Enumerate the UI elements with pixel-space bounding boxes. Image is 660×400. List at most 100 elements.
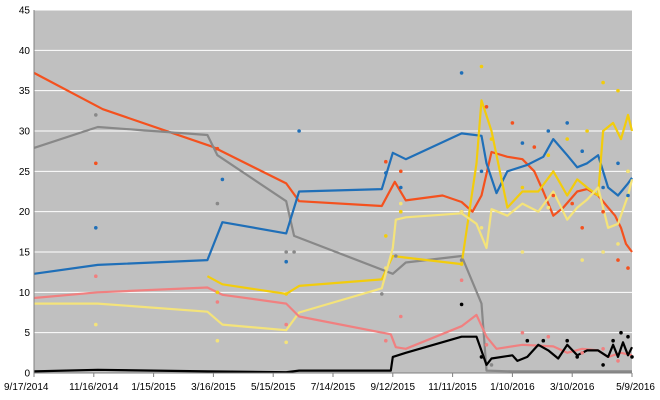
y-tick-label: 5 <box>24 328 30 339</box>
data-point <box>616 242 620 246</box>
data-point <box>284 259 289 264</box>
data-point <box>580 226 584 230</box>
data-point <box>580 351 584 355</box>
data-point <box>601 250 605 254</box>
x-tick-label: 9/12/2015 <box>371 382 416 393</box>
data-point <box>601 185 605 190</box>
data-point <box>384 234 388 238</box>
data-point <box>394 254 398 258</box>
data-point <box>479 226 484 230</box>
x-tick-label: 11/11/2015 <box>428 382 477 393</box>
data-point <box>616 359 620 363</box>
data-point <box>616 258 620 262</box>
data-point <box>630 355 634 359</box>
data-point <box>484 105 489 109</box>
data-point <box>459 302 464 307</box>
y-tick-label: 45 <box>19 6 31 17</box>
data-point <box>520 185 525 190</box>
data-point <box>585 129 589 133</box>
data-point <box>484 343 489 347</box>
data-point <box>384 266 388 270</box>
data-point <box>619 330 623 335</box>
data-point <box>489 363 494 367</box>
x-tick-label: 3/10/2016 <box>550 382 595 393</box>
data-point <box>94 113 98 117</box>
data-point <box>520 330 525 335</box>
data-point <box>546 153 551 157</box>
data-point <box>399 169 403 174</box>
data-point <box>284 250 289 254</box>
y-tick-label: 20 <box>19 207 31 218</box>
data-point <box>384 159 388 164</box>
data-point <box>626 193 630 198</box>
data-point <box>297 129 301 133</box>
data-point <box>94 322 98 327</box>
data-point <box>616 161 620 166</box>
y-tick-label: 0 <box>24 369 30 380</box>
data-point <box>215 146 220 151</box>
series-line-7 <box>33 335 633 374</box>
x-tick-label: 3/16/2015 <box>191 382 236 393</box>
data-point <box>532 145 537 149</box>
data-point <box>626 169 630 174</box>
data-point <box>94 226 98 230</box>
data-point <box>459 209 464 214</box>
x-tick-label: 5/9/2016 <box>616 382 655 393</box>
data-point <box>479 64 484 69</box>
data-point <box>399 185 403 190</box>
data-point <box>580 258 584 262</box>
data-point <box>626 266 630 270</box>
data-point <box>284 322 289 327</box>
x-tick-label: 9/17/2014 <box>4 382 49 393</box>
y-tick-label: 25 <box>19 167 31 178</box>
data-point <box>459 258 464 262</box>
data-point <box>399 201 403 206</box>
y-tick-label: 30 <box>19 127 31 138</box>
data-point <box>380 292 384 296</box>
data-point <box>601 209 605 214</box>
data-point <box>479 355 484 359</box>
data-point <box>611 338 615 343</box>
series-line-1 <box>33 71 633 253</box>
series-lines <box>33 71 634 374</box>
axes <box>33 10 633 377</box>
data-point <box>399 314 403 319</box>
x-tick-labels: 9/17/2014 11/16/2014 1/15/2015 3/16/2015 5/1… <box>4 382 655 393</box>
y-tick-label: 35 <box>19 86 31 97</box>
data-point <box>541 338 546 343</box>
data-point <box>489 137 494 141</box>
data-point <box>520 250 525 254</box>
data-point <box>565 121 569 125</box>
x-tick-label: 1/15/2015 <box>131 382 176 393</box>
data-point <box>459 71 464 75</box>
gridlines <box>34 9 632 374</box>
data-point <box>215 201 220 206</box>
data-point <box>94 161 98 166</box>
data-point <box>546 334 551 339</box>
data-point <box>384 338 388 343</box>
data-point <box>525 338 530 343</box>
x-tick-label: 7/14/2015 <box>311 382 356 393</box>
x-tick-label: 5/15/2015 <box>251 382 296 393</box>
data-point <box>384 171 388 175</box>
data-point <box>479 169 484 174</box>
series-line-3 <box>33 132 633 275</box>
data-point <box>215 300 220 304</box>
data-point <box>601 347 605 351</box>
data-point <box>546 129 551 133</box>
data-point <box>551 193 556 198</box>
data-point <box>565 338 569 343</box>
data-point <box>580 149 584 153</box>
y-tick-label: 40 <box>19 46 31 57</box>
data-point <box>459 262 464 266</box>
y-tick-labels: 0 5 10 15 20 25 30 35 40 45 <box>19 6 31 380</box>
data-point <box>616 88 620 93</box>
data-point <box>292 250 296 254</box>
data-point <box>215 338 220 343</box>
data-point <box>546 205 551 210</box>
data-point <box>94 274 98 279</box>
series-line-2 <box>33 125 632 373</box>
data-point <box>459 278 464 283</box>
data-point <box>284 292 289 296</box>
